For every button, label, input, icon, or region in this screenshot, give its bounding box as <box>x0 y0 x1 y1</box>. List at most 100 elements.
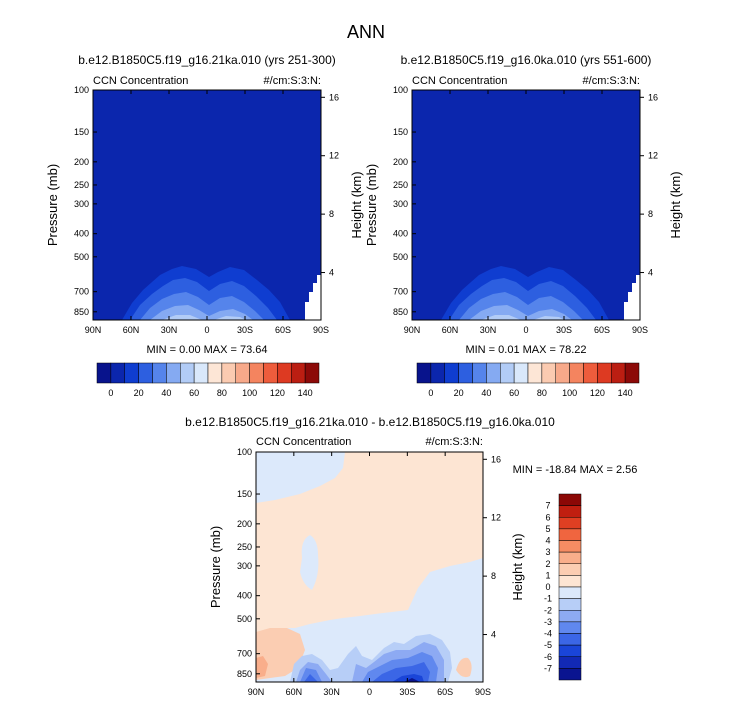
negative-level-5 <box>304 662 430 682</box>
colorbar-cell <box>558 644 582 657</box>
y-tick-label: 850 <box>237 669 252 679</box>
x-tick-label: 30S <box>237 325 253 335</box>
colorbar-tick-label: 40 <box>161 388 171 398</box>
y-tick-label: 400 <box>237 591 252 601</box>
colorbar-cell <box>500 362 515 384</box>
y2-tick-label: 4 <box>648 268 653 278</box>
colorbar-cell <box>249 362 264 384</box>
axes: 90N 60N 30N 0 30S 60S 90S 100 150 200 250 300 400 500… <box>393 85 658 335</box>
colorbar-cell <box>166 362 181 384</box>
positive-spot-right <box>456 657 472 678</box>
colorbar-tick-label: 7 <box>545 501 550 511</box>
colorbar-tick-label: 120 <box>270 388 285 398</box>
colorbar-cell <box>555 362 570 384</box>
colorbar-cell <box>597 362 612 384</box>
x-tick-label: 60N <box>442 325 459 335</box>
colorbar-cell <box>458 362 473 384</box>
colorbar-cell <box>569 362 584 384</box>
y-tick-label: 150 <box>74 127 89 137</box>
y-tick-label: 700 <box>74 287 89 297</box>
panel-upper-right: b.e12.B1850C5.f19_g16.0ka.010 (yrs 551-6… <box>364 53 683 398</box>
positive-spot-left <box>256 656 268 678</box>
missing-data-mask <box>305 275 321 320</box>
colorbar-cell <box>558 505 582 518</box>
y-tick-label: 850 <box>393 307 408 317</box>
y2-tick-label: 12 <box>648 151 658 161</box>
colorbar-tick-label: 6 <box>545 512 550 522</box>
colorbar-cell <box>304 362 320 384</box>
y2-axis-label: Height (km) <box>668 171 683 238</box>
colorbar-cell <box>180 362 195 384</box>
colorbar-tick-label: 20 <box>454 388 464 398</box>
colorbar-cell <box>430 362 445 384</box>
negative-region-right <box>256 452 483 682</box>
min-max-stats: MIN = -18.84 MAX = 2.56 <box>513 464 638 476</box>
y-tick-label: 500 <box>74 252 89 262</box>
contour-level-5 <box>162 315 246 320</box>
x-tick-label: 60S <box>275 325 291 335</box>
y-tick-label: 400 <box>393 229 408 239</box>
colorbar-tick-label: 4 <box>545 536 550 546</box>
missing-data-mask <box>624 275 640 320</box>
x-tick-label: 30N <box>323 687 340 697</box>
x-tick-label: 60S <box>437 687 453 697</box>
colorbar: 0 20 40 60 80 100 120 140 <box>96 362 320 398</box>
colorbar-cell <box>558 563 582 576</box>
colorbar-tick-label: 40 <box>481 388 491 398</box>
panel-title: b.e12.B1850C5.f19_g16.21ka.010 (yrs 251-… <box>78 53 336 67</box>
panel-title: b.e12.B1850C5.f19_g16.21ka.010 - b.e12.B… <box>185 415 555 429</box>
colorbar-cell <box>541 362 556 384</box>
colorbar-cell <box>193 362 209 384</box>
x-tick-label: 90S <box>632 325 648 335</box>
colorbar-cell <box>235 362 250 384</box>
colorbar-tick-label: 2 <box>545 559 550 569</box>
colorbar-tick-label: 100 <box>562 388 577 398</box>
colorbar-cell <box>277 362 292 384</box>
negative-island <box>300 535 319 590</box>
units-label: #/cm:S:3:N: <box>426 436 483 448</box>
colorbar: 0 20 40 60 80 100 120 140 <box>416 362 640 398</box>
y-tick-label: 250 <box>74 180 89 190</box>
colorbar-tick-label: 100 <box>242 388 257 398</box>
y2-tick-label: 16 <box>329 92 339 102</box>
y2-axis-label: Height (km) <box>349 171 364 238</box>
contour-level-5 <box>481 315 565 320</box>
y2-axis-label: Height (km) <box>510 533 525 600</box>
x-tick-label: 90N <box>404 325 421 335</box>
colorbar-cell <box>558 633 582 646</box>
colorbar-tick-label: 60 <box>189 388 199 398</box>
colorbar-cell <box>444 362 459 384</box>
colorbar-cell <box>558 598 582 611</box>
x-tick-label: 90N <box>248 687 265 697</box>
y-tick-label: 100 <box>393 85 408 95</box>
colorbar-cell <box>558 517 582 530</box>
colorbar-tick-label: 0 <box>428 388 433 398</box>
colorbar-cell <box>558 586 582 599</box>
y-axis-label: Pressure (mb) <box>364 164 379 246</box>
x-tick-label: 30N <box>161 325 178 335</box>
y2-tick-label: 16 <box>648 92 658 102</box>
colorbar-tick-label: 0 <box>108 388 113 398</box>
negative-level-7 <box>404 678 420 682</box>
x-tick-label: 0 <box>367 687 372 697</box>
units-label: #/cm:S:3:N: <box>583 75 640 87</box>
figure-title: ANN <box>347 22 385 42</box>
colorbar-tick-label: -6 <box>544 652 552 662</box>
positive-region-left <box>256 628 305 680</box>
x-tick-label: 60S <box>594 325 610 335</box>
x-tick-label: 30N <box>480 325 497 335</box>
y2-tick-label: 4 <box>491 630 496 640</box>
colorbar-tick-label: 1 <box>545 570 550 580</box>
y-tick-label: 400 <box>74 229 89 239</box>
x-tick-label: 90S <box>313 325 329 335</box>
y-tick-label: 300 <box>393 199 408 209</box>
colorbar-cell <box>486 362 501 384</box>
colorbar-cell <box>558 656 582 669</box>
negative-region-top <box>256 452 345 503</box>
colorbar-tick-label: 120 <box>590 388 605 398</box>
y-tick-label: 300 <box>74 199 89 209</box>
min-max-stats: MIN = 0.00 MAX = 73.64 <box>146 344 267 356</box>
colorbar-cell <box>558 668 582 681</box>
x-tick-label: 90N <box>85 325 102 335</box>
